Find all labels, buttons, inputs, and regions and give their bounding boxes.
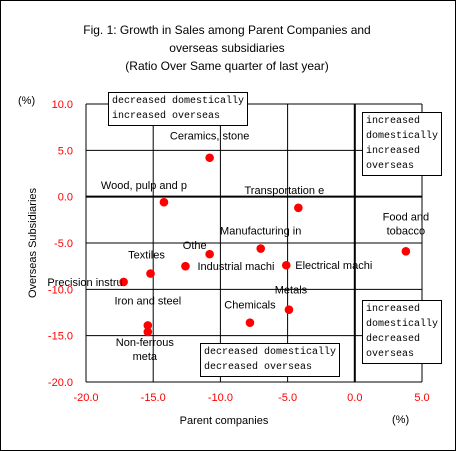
data-point [205,249,214,259]
y-tick-label: -15.0 [48,331,73,343]
data-point [205,153,214,163]
note-decreased-domestically-increased-overseas: decreased domestically increased oversea… [108,92,249,126]
data-point [181,261,190,271]
point-label: Precision instru [47,277,122,289]
point-label: Textiles [128,250,165,262]
note-decreased-domestically-decreased-overseas: decreased domestically decreased oversea… [200,343,341,377]
y-axis-title: Overseas Subsidiaries [27,187,39,298]
data-point [284,305,294,315]
x-tick-label: -10.0 [208,392,233,404]
point-label: Non-ferrous meta [116,337,175,363]
data-point [294,203,303,213]
data-point [143,327,153,337]
point-label: Manufacturing in [220,226,301,238]
chart-title-line-2: overseas subsidiaries [169,41,285,55]
y-tick-label: -10.0 [48,284,73,296]
point-label: Transportation e [245,185,325,197]
x-tick-label: -5.0 [278,392,297,404]
point-label: Ceramics, stone [170,131,249,143]
y-tick-label: 10.0 [52,99,73,111]
note-increased-domestically-increased-overseas: increased domestically increased oversea… [362,112,443,176]
chart-title-line-1: Fig. 1: Growth in Sales among Parent Com… [83,23,371,37]
point-label: Othe [183,240,207,252]
point-label: Food and tobacco [383,211,429,237]
point-label: Industrial machi [197,261,274,273]
y-tick-label: -5.0 [54,238,73,250]
y-tick-label: 5.0 [58,145,73,157]
x-tick-label: -15.0 [141,392,166,404]
y-unit-label: (%) [18,95,36,107]
data-point [281,260,291,270]
x-unit-label: (%) [392,414,410,426]
point-label: Wood, pulp and p [101,180,187,192]
data-point [159,197,169,207]
x-tick-label: -20.0 [73,392,98,404]
point-label: Chemicals [224,300,276,312]
point-label: Metals [275,285,308,297]
data-point [256,244,266,253]
y-tick-label: -20.0 [48,377,73,389]
data-point [143,321,153,330]
data-point [245,318,255,327]
chart-title-line-3: (Ratio Over Same quarter of last year) [125,59,329,73]
data-point [146,269,155,278]
x-tick-label: 0.0 [347,392,362,404]
point-label: Electrical machi [295,260,372,272]
data-point [401,247,411,256]
x-tick-label: 5.0 [414,392,429,404]
x-axis-title: Parent companies [180,415,269,427]
point-label: Iron and steel [114,295,181,307]
note-increased-domestically-decreased-overseas: increased domestically decreased oversea… [362,300,443,364]
y-tick-label: 0.0 [58,192,73,204]
data-point [119,277,128,287]
